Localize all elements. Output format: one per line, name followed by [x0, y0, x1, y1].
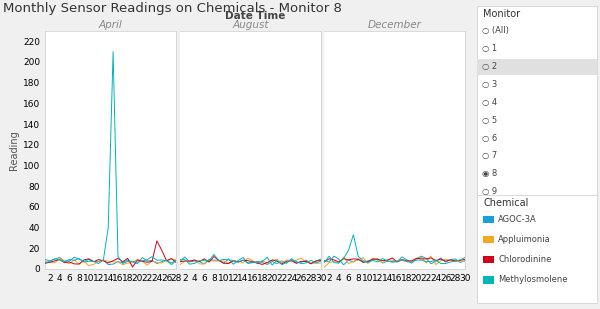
- Text: ○ 9: ○ 9: [482, 187, 497, 196]
- Text: Monitor: Monitor: [483, 9, 520, 19]
- Text: ○ 6: ○ 6: [482, 133, 497, 142]
- Text: ○ 4: ○ 4: [482, 98, 497, 107]
- Text: Chemical: Chemical: [483, 198, 529, 208]
- Text: ○ 2: ○ 2: [482, 62, 497, 71]
- Text: ○ (All): ○ (All): [482, 26, 509, 36]
- Text: Appluimonia: Appluimonia: [499, 235, 551, 244]
- Text: AGOC-3A: AGOC-3A: [499, 215, 537, 224]
- Text: ◉ 8: ◉ 8: [482, 169, 497, 178]
- Title: August: August: [232, 20, 269, 30]
- Text: ○ 5: ○ 5: [482, 116, 497, 125]
- Text: Chlorodinine: Chlorodinine: [499, 255, 551, 264]
- Y-axis label: Reading: Reading: [9, 130, 19, 170]
- Text: Methylosmolene: Methylosmolene: [499, 275, 568, 284]
- Text: Monthly Sensor Readings on Chemicals - Monitor 8: Monthly Sensor Readings on Chemicals - M…: [3, 2, 342, 15]
- Title: April: April: [99, 20, 122, 30]
- Title: December: December: [368, 20, 422, 30]
- Text: ○ 7: ○ 7: [482, 151, 497, 160]
- Text: ○ 3: ○ 3: [482, 80, 497, 89]
- Text: Date Time: Date Time: [225, 11, 285, 21]
- Text: ○ 1: ○ 1: [482, 44, 497, 53]
